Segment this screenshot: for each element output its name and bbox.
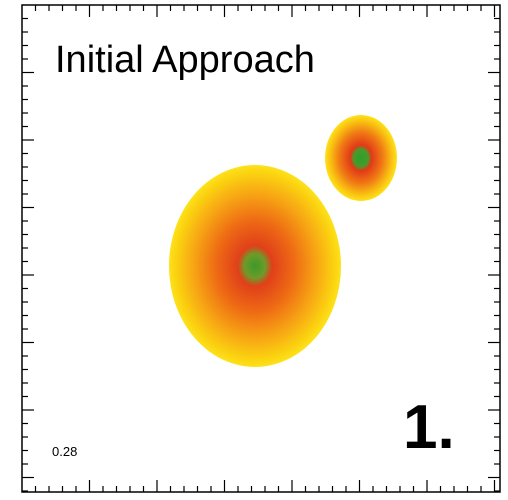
large-galaxy: [169, 165, 341, 367]
time-label: 0.28: [52, 444, 77, 459]
panel-title: Initial Approach: [55, 39, 315, 81]
ticks: [22, 5, 500, 492]
step-label: 1.: [403, 393, 455, 462]
small-galaxy: [325, 115, 397, 201]
